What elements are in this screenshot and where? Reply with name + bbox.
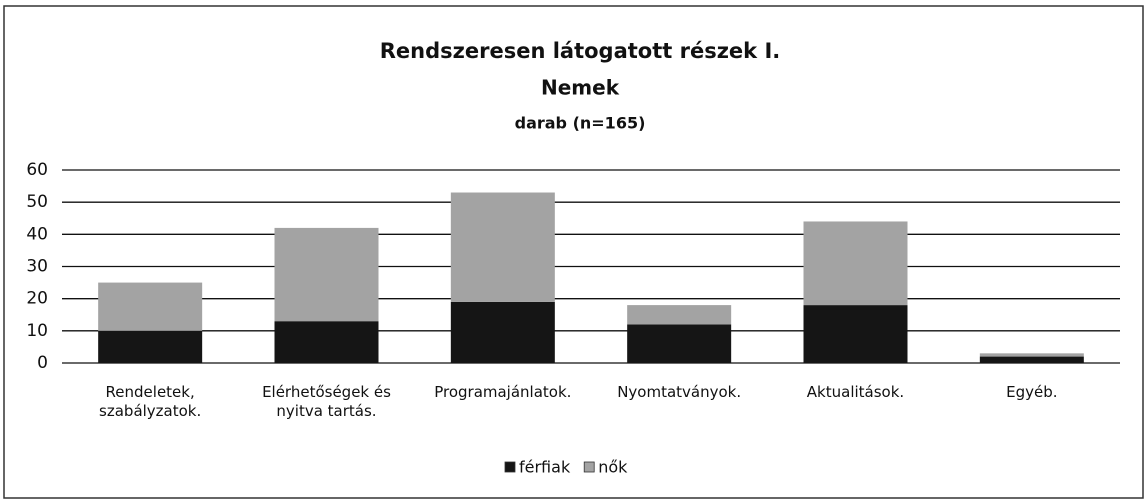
legend-swatch [583,461,595,473]
y-tick-label: 50 [26,192,48,212]
legend-label: nők [598,458,628,477]
bar-segment [803,221,908,306]
y-tick-label: 30 [26,257,48,277]
bar-segment [627,305,732,325]
bar-segment [803,305,908,363]
x-tick-label: Programajánlatok. [434,383,572,401]
bar-segment [274,227,379,322]
x-tick-label: Egyéb. [1006,383,1058,401]
bar-segment [979,353,1084,357]
legend-label: férfiak [519,458,571,477]
x-tick-label: Aktualitások. [806,383,905,401]
legend-swatch [504,461,516,473]
bar-segment [274,321,379,363]
unit-label: darab (n=165) [515,114,646,133]
x-tick-label: Elérhetőségek és nyitva tartás. [262,383,391,420]
y-tick-label: 60 [26,160,48,180]
y-tick-label: 10 [26,321,48,341]
y-tick-label: 20 [26,289,48,309]
chart-border [3,5,1144,499]
bar-segment [979,356,1084,363]
x-tick-label: Nyomtatványok. [617,383,742,401]
bar-segment [98,282,203,331]
chart-subtitle: Nemek [541,76,620,100]
bar-segment [627,324,732,363]
y-tick-label: 0 [37,353,48,373]
chart-title: Rendszeresen látogatott részek I. [380,39,781,63]
bar-segment [450,301,555,363]
bar-segment [98,330,203,363]
x-tick-label: Rendeletek, szabályzatok. [99,383,202,420]
y-tick-label: 40 [26,224,48,244]
bar-segment [450,192,555,302]
